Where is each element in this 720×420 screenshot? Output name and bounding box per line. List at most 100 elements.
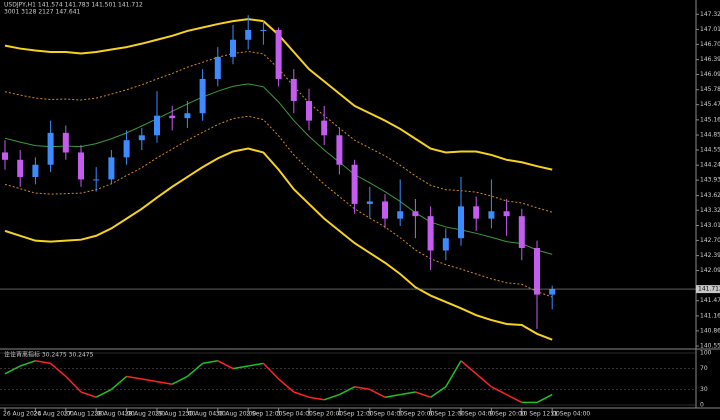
candle-body [321,120,328,136]
candle-body [442,238,449,251]
oscillator-segment [80,391,97,398]
candle-body [549,289,556,295]
candle-body [382,201,388,219]
x-tick-label: 6 Sep 12:00 [429,411,465,418]
oscillator-segment [4,365,21,375]
candle-body [473,206,480,219]
y-tick-label: 142.705 [700,237,720,244]
oscillator-segment [248,362,264,367]
oscillator-segment [339,386,355,396]
oscillator-segment [126,375,142,380]
x-tick-label: 11 Sep 04:00 [550,411,590,418]
oscillator-segment [19,360,36,367]
candle-body [93,179,100,181]
candle-body [199,78,206,114]
y-tick-label: 142.090 [700,267,720,274]
candle-body [62,132,69,153]
x-tick-label: 30 Aug 20:00 [216,411,257,418]
candle-body [534,248,540,295]
x-tick-label: 2 Sep 12:00 [246,411,282,418]
oscillator-segment [141,378,158,383]
oscillator-segment [323,393,340,401]
candle-body [290,78,297,101]
oscillator-segment [369,388,386,398]
oscillator-segment [536,393,553,404]
candle-body [184,113,191,119]
y-tick-label: 141.165 [700,312,720,319]
candle-body [306,100,312,121]
oscillator-segment [475,373,492,388]
y-tick-label: 144.550 [700,147,720,154]
oscillator-segment [354,386,370,391]
y-tick-label: 145.780 [700,86,720,93]
oscillator-segment [217,360,234,370]
candle-body [169,115,176,119]
x-tick-label: 10 Sep 12:00 [520,411,560,418]
candle-body [230,39,236,57]
candle-body [488,211,495,219]
y-tick-label: 100 [700,350,712,357]
oscillator-segment [35,360,51,365]
x-tick-label: 3 Sep 04:00 [277,411,313,418]
indicator-title: 佳佳背离指标 30.2475 30.2475 [4,351,94,359]
header-info: 3001 3128 2127 147.641 [4,9,81,16]
oscillator-segment [202,360,218,365]
y-tick-label: 146.395 [700,56,720,63]
x-tick-label: 5 Sep 04:00 [368,411,404,418]
candle-body [154,115,160,136]
x-tick-label: 29 Aug 12:00 [155,411,196,418]
candle-body [275,29,282,79]
y-tick-label: 142.395 [700,252,720,259]
candle-body [245,29,252,40]
oscillator-segment [232,365,249,370]
x-tick-label: 28 Aug 20:00 [125,411,166,418]
candle-body [47,132,54,165]
x-tick-label: 27 Aug 12:00 [64,411,105,418]
header-symbol: USDJPY,H1 141.574 141.783 141.501 141.71… [4,2,143,9]
x-tick-label: 26 Aug 2024 [3,411,42,418]
current-price-label: 141.712 [698,286,720,293]
candle-body [427,216,434,251]
candle-body [351,164,358,204]
oscillator-segment [415,391,431,398]
candle-body [336,135,343,165]
oscillator-segment [293,391,310,398]
oscillator-segment [50,362,67,377]
candle-body [458,206,464,239]
candle-body [32,164,39,177]
y-tick-label: 146.705 [700,41,720,48]
candle-body [17,159,24,177]
oscillator-segment [430,386,447,398]
candle-body [412,211,419,217]
y-tick-label: 143.010 [700,222,720,229]
oscillator-segment [156,380,173,385]
oscillator-segment [460,360,477,375]
x-tick-label: 3 Sep 20:00 [307,411,343,418]
candle-body [503,211,510,217]
candle-body [123,140,130,158]
y-tick-label: 144.855 [700,132,720,139]
oscillator-segment [506,393,523,404]
oscillator-segment [186,362,204,377]
x-tick-label: 5 Sep 20:00 [398,411,434,418]
oscillator-segment [262,362,280,380]
oscillator-segment [95,388,112,398]
x-tick-label: 9 Sep 20:00 [489,411,525,418]
y-tick-label: 143.620 [700,192,720,199]
candle-body [366,201,373,204]
candle-body [260,29,267,31]
y-tick-label: 70 [700,365,708,372]
oscillator-segment [171,375,188,385]
oscillator-segment [400,391,416,396]
y-tick-label: 145.475 [700,101,720,108]
y-tick-label: 143.935 [700,177,720,184]
oscillator-segment [445,360,462,388]
y-tick-label: 144.240 [700,162,720,169]
oscillator-segment [278,378,295,393]
y-tick-label: 140.860 [700,327,720,334]
band-line [4,147,553,341]
candle-body [138,135,145,141]
x-tick-label: 28 Aug 04:00 [94,411,135,418]
